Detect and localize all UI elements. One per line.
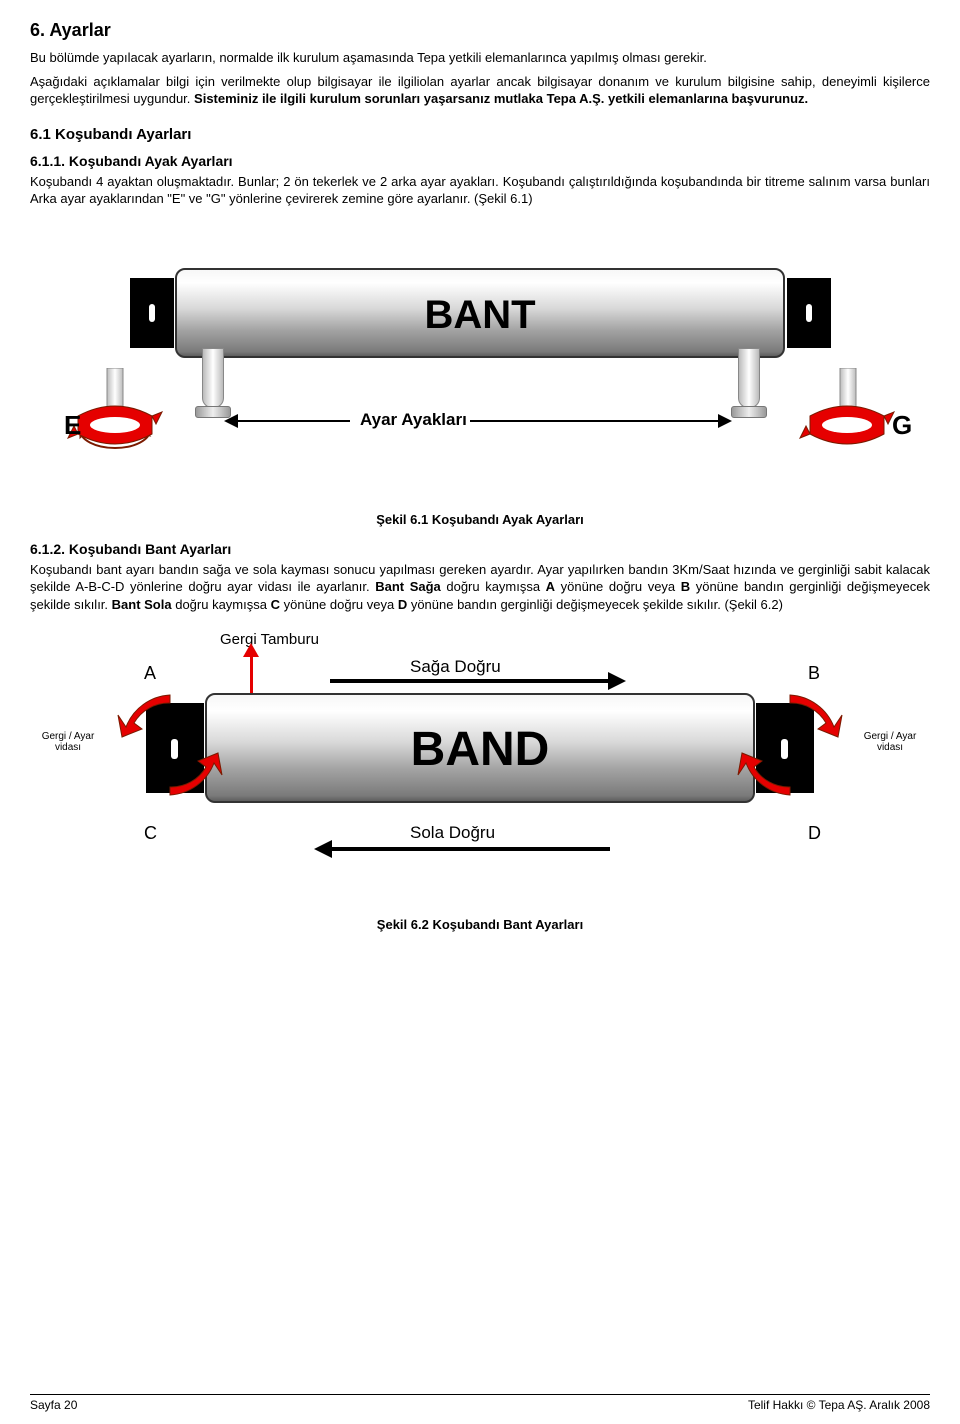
arrow-bottom-line	[330, 847, 610, 851]
arrow-bottom-head-icon	[314, 840, 332, 858]
pin-right	[806, 304, 812, 322]
saga-dogru-label: Sağa Doğru	[410, 657, 501, 677]
rotate-arrows-right	[730, 685, 850, 805]
rotate-arrows-left	[110, 685, 230, 805]
arrow-top-head-icon	[608, 672, 626, 690]
caption-6-2: Şekil 6.2 Koşubandı Bant Ayarları	[30, 917, 930, 932]
callout-line-left	[230, 420, 350, 422]
s612-b6: D	[398, 597, 407, 612]
footer-page: Sayfa 20	[30, 1398, 77, 1412]
rotate-arrows-g	[792, 378, 902, 478]
heading-6-1: 6.1 Koşubandı Ayarları	[30, 126, 930, 143]
body-6-1-1: Koşubandı 4 ayaktan oluşmaktadır. Bunlar…	[30, 173, 930, 208]
page-footer: Sayfa 20 Telif Hakkı © Tepa AŞ. Aralık 2…	[30, 1394, 930, 1412]
figure-6-2: Gergi Tamburu Sağa Doğru BAND A B C D So…	[30, 623, 930, 903]
s612-m1: doğru kaymışsa	[441, 579, 546, 594]
callout-arrowhead-right	[718, 414, 732, 428]
s612-b4: Bant Sola	[112, 597, 172, 612]
s612-b3: B	[681, 579, 690, 594]
s612-b5: C	[271, 597, 280, 612]
intro2-bold: Sisteminiz ile ilgili kurulum sorunları …	[194, 91, 808, 106]
figure-6-1: BANT	[30, 248, 930, 498]
footer-copyright: Telif Hakkı © Tepa AŞ. Aralık 2008	[748, 1398, 930, 1412]
gergi-vidasi-right: Gergi / Ayar vidası	[860, 731, 920, 753]
gergi-arrowhead-icon	[243, 643, 259, 657]
pin-left	[149, 304, 155, 322]
sola-dogru-label: Sola Doğru	[410, 823, 495, 843]
heading-6: 6. Ayarlar	[30, 20, 930, 41]
s612-b1: Bant Sağa	[375, 579, 441, 594]
s612-m4: doğru kaymışsa	[172, 597, 271, 612]
body-6-1-2: Koşubandı bant ayarı bandın sağa ve sola…	[30, 561, 930, 614]
bant-cylinder: BANT	[175, 268, 785, 358]
s612-m2: yönüne doğru veya	[555, 579, 681, 594]
label-d: D	[808, 823, 821, 844]
s612-m5: yönüne doğru veya	[280, 597, 398, 612]
label-a: A	[144, 663, 156, 684]
gergi-vidasi-left: Gergi / Ayar vidası	[38, 731, 98, 753]
intro-paragraph-2: Aşağıdaki açıklamalar bilgi için verilme…	[30, 73, 930, 108]
heading-6-1-2: 6.1.2. Koşubandı Bant Ayarları	[30, 541, 930, 557]
foot-left-inner	[202, 348, 224, 448]
heading-6-1-1: 6.1.1. Koşubandı Ayak Ayarları	[30, 153, 930, 169]
band-cylinder: BAND	[205, 693, 755, 803]
caption-6-1: Şekil 6.1 Koşubandı Ayak Ayarları	[30, 512, 930, 527]
label-c: C	[144, 823, 157, 844]
s612-b2: A	[546, 579, 555, 594]
gergi-tamburu-label: Gergi Tamburu	[220, 631, 319, 648]
intro-paragraph-1: Bu bölümde yapılacak ayarların, normalde…	[30, 49, 930, 67]
s612-m6: yönüne bandın gerginliği değişmeyecek şe…	[407, 597, 783, 612]
label-g: G	[892, 410, 912, 441]
callout-arrowhead-left	[224, 414, 238, 428]
arrow-top-line	[330, 679, 610, 683]
label-e: E	[64, 410, 81, 441]
callout-line-right	[470, 420, 720, 422]
label-b: B	[808, 663, 820, 684]
ayar-ayaklari-label: Ayar Ayakları	[360, 410, 467, 430]
foot-right-inner	[738, 348, 760, 448]
